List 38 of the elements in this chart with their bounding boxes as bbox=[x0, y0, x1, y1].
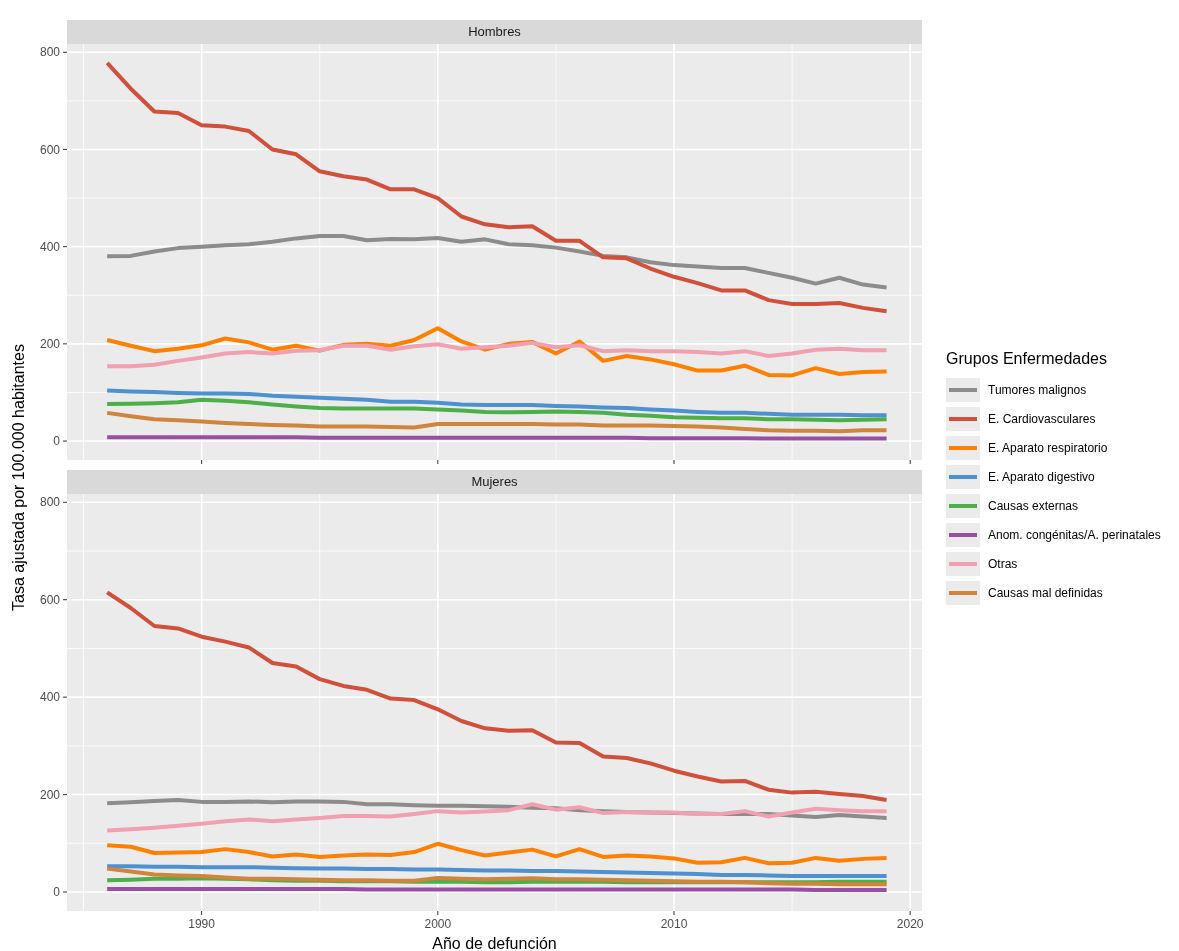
y-tick-label: 200 bbox=[39, 787, 61, 802]
chart-title: Mujeres bbox=[471, 474, 519, 489]
legend-label: E. Cardiovasculares bbox=[988, 412, 1096, 427]
legend-label: Causas externas bbox=[988, 499, 1079, 514]
y-tick-label: 200 bbox=[39, 337, 61, 352]
legend-title: Grupos Enfermedades bbox=[946, 350, 1107, 367]
x-tick-label: 2010 bbox=[660, 917, 688, 931]
chart-title: Hombres bbox=[468, 24, 522, 39]
line-series bbox=[105, 866, 889, 887]
legend-label: Otras bbox=[988, 557, 1018, 572]
x-axis-title: Año de defunción bbox=[432, 935, 557, 951]
y-tick-label: 800 bbox=[39, 495, 61, 510]
line-series bbox=[105, 590, 889, 802]
line-series bbox=[105, 864, 889, 878]
legend-label: Anom. congénitas/A. perinatales bbox=[988, 528, 1161, 543]
y-axis-title: Tasa ajustada por 100.000 habitantes bbox=[10, 344, 27, 611]
y-tick-label: 0 bbox=[53, 434, 61, 449]
legend-label: Tumores malignos bbox=[988, 383, 1087, 398]
line-series bbox=[105, 802, 889, 833]
x-tick-label: 2000 bbox=[424, 917, 452, 931]
legend-label: E. Aparato respiratorio bbox=[988, 441, 1108, 456]
y-tick-label: 0 bbox=[53, 885, 61, 900]
y-tick-label: 600 bbox=[39, 142, 61, 157]
line-series bbox=[105, 233, 889, 290]
x-tick-label: 2020 bbox=[896, 917, 924, 931]
y-tick-label: 600 bbox=[39, 592, 61, 607]
line-series bbox=[105, 841, 889, 866]
line-series bbox=[105, 340, 889, 369]
y-tick-label: 400 bbox=[39, 239, 61, 254]
y-tick-label: 400 bbox=[39, 690, 61, 705]
line-series bbox=[105, 388, 889, 418]
x-tick-label: 1990 bbox=[188, 917, 216, 931]
line-series bbox=[105, 60, 889, 314]
y-tick-label: 800 bbox=[39, 45, 61, 60]
line-series bbox=[105, 397, 889, 423]
line-series bbox=[105, 410, 889, 434]
legend-label: E. Aparato digestivo bbox=[988, 470, 1096, 485]
legend-label: Causas mal definidas bbox=[988, 586, 1103, 601]
